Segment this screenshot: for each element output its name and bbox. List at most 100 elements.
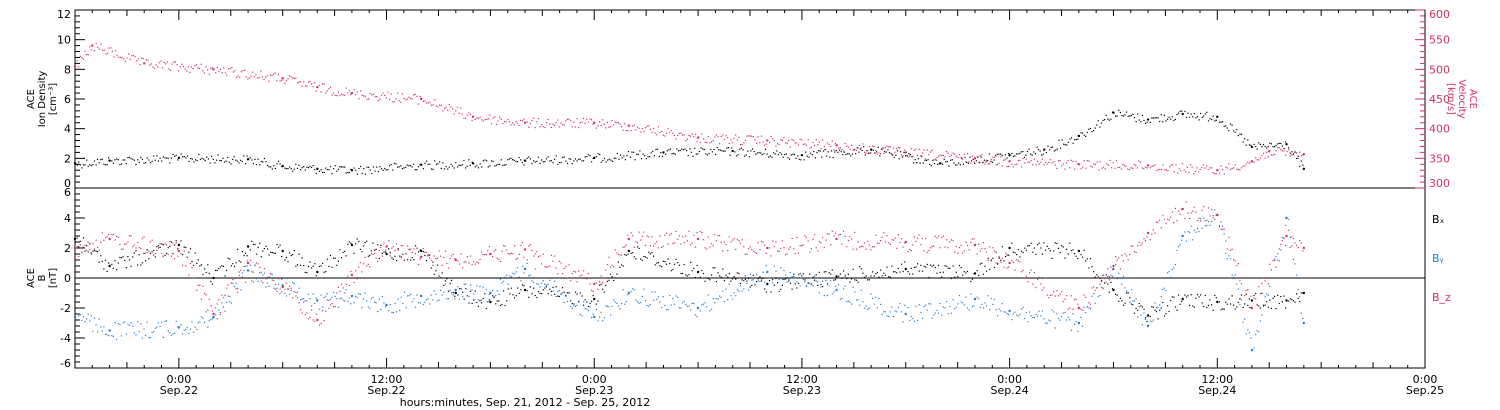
velocity-series-sample (722, 134, 724, 136)
bx-series-sample (889, 276, 891, 278)
bx-series-sample (230, 265, 232, 267)
bx-series-sample (691, 270, 693, 272)
bottom-left-axis-tick-label: 2 (64, 242, 71, 255)
velocity-series-sample (995, 164, 997, 166)
by-series-sample (380, 309, 382, 311)
bx-series-sample (1266, 301, 1268, 303)
by-series-sample (754, 284, 756, 286)
velocity-series-sample (670, 129, 672, 132)
bx-series-sample (325, 271, 327, 273)
bx-series-sample (1107, 283, 1109, 285)
bz-series-point (523, 248, 527, 251)
bz-series-sample (904, 242, 906, 244)
bx-series-sample (838, 275, 840, 277)
velocity-series-sample (748, 135, 750, 137)
density-series-sample (207, 158, 209, 160)
by-series-point (696, 306, 700, 310)
by-series-sample (238, 274, 240, 277)
bz-series-sample (841, 243, 843, 245)
bx-series-sample (449, 283, 451, 285)
bz-series-sample (1192, 210, 1194, 212)
bx-series-sample (1204, 294, 1206, 296)
by-series-sample (723, 301, 725, 303)
velocity-series-sample (993, 156, 996, 158)
by-series-sample (958, 294, 961, 297)
velocity-series-sample (89, 46, 91, 48)
velocity-series-sample (1067, 160, 1069, 162)
bz-series-sample (578, 270, 580, 272)
velocity-series-sample (1149, 167, 1151, 169)
bz-series-sample (909, 248, 911, 250)
bx-series-sample (307, 266, 310, 268)
bx-series-sample (157, 245, 160, 247)
bx-series-sample (736, 272, 738, 274)
velocity-series-sample (1259, 157, 1261, 159)
velocity-series-sample (852, 149, 854, 151)
by-series-sample (973, 305, 975, 307)
by-series-sample (1192, 239, 1194, 241)
density-series-sample (477, 167, 480, 169)
bx-series-sample (1262, 305, 1265, 307)
velocity-series-sample (781, 139, 783, 141)
velocity-series-sample (453, 113, 455, 115)
bx-series-sample (1255, 293, 1257, 295)
density-series-sample (800, 159, 802, 161)
velocity-series-sample (1048, 161, 1050, 164)
bx-series-sample (675, 258, 677, 260)
by-series-sample (860, 289, 862, 291)
by-series-sample (534, 268, 536, 270)
by-series-sample (1174, 263, 1176, 266)
density-series-sample (108, 157, 110, 159)
density-series-sample (692, 155, 694, 157)
velocity-series-sample (149, 64, 151, 66)
x-axis-title: hours:minutes, Sep. 21, 2012 - Sep. 25, … (400, 396, 651, 409)
bx-series-sample (1032, 251, 1034, 253)
bx-series-sample (1135, 307, 1137, 309)
by-series-sample (1080, 316, 1082, 318)
bx-series-sample (251, 240, 253, 243)
bz-series-sample (1108, 279, 1110, 281)
by-series-sample (378, 298, 380, 300)
by-series-sample (876, 307, 878, 309)
bz-series-sample (259, 266, 261, 268)
bx-series-sample (602, 288, 604, 290)
velocity-series-sample (603, 124, 605, 126)
bx-series-sample (493, 297, 495, 299)
bx-series-sample (270, 251, 272, 253)
bx-series-sample (132, 256, 134, 258)
velocity-series-sample (1040, 161, 1042, 163)
density-series-sample (956, 164, 958, 166)
density-series-sample (747, 150, 749, 152)
by-series-sample (362, 298, 365, 300)
bz-series-sample (613, 266, 615, 268)
bz-series-sample (1255, 298, 1257, 300)
bx-series-sample (1004, 256, 1007, 258)
velocity-series-sample (516, 122, 519, 124)
velocity-series-sample (728, 142, 730, 145)
velocity-series-sample (731, 142, 734, 144)
velocity-series-sample (1022, 158, 1024, 160)
by-series-sample (100, 326, 102, 328)
bx-series-sample (304, 271, 306, 273)
bx-series-sample (1237, 301, 1239, 304)
by-series-sample (340, 297, 343, 299)
by-series-sample (863, 307, 866, 309)
density-series-sample (432, 168, 434, 170)
velocity-series-point (904, 151, 907, 154)
bz-series-sample (993, 250, 996, 252)
density-series-point (1250, 145, 1254, 149)
bx-series-sample (124, 259, 126, 261)
by-series-sample (815, 280, 817, 282)
bx-series-sample (1051, 257, 1053, 259)
bz-series-sample (429, 257, 431, 259)
velocity-series-sample (831, 140, 833, 142)
density-series-sample (1034, 153, 1036, 155)
bz-series-sample (926, 251, 928, 253)
by-series-sample (124, 321, 126, 323)
bz-series-sample (133, 244, 135, 246)
bz-series-sample (523, 256, 525, 258)
bz-series-sample (1132, 245, 1134, 247)
by-series-sample (514, 273, 516, 275)
by-series-sample (177, 326, 179, 328)
velocity-series-sample (759, 141, 761, 144)
